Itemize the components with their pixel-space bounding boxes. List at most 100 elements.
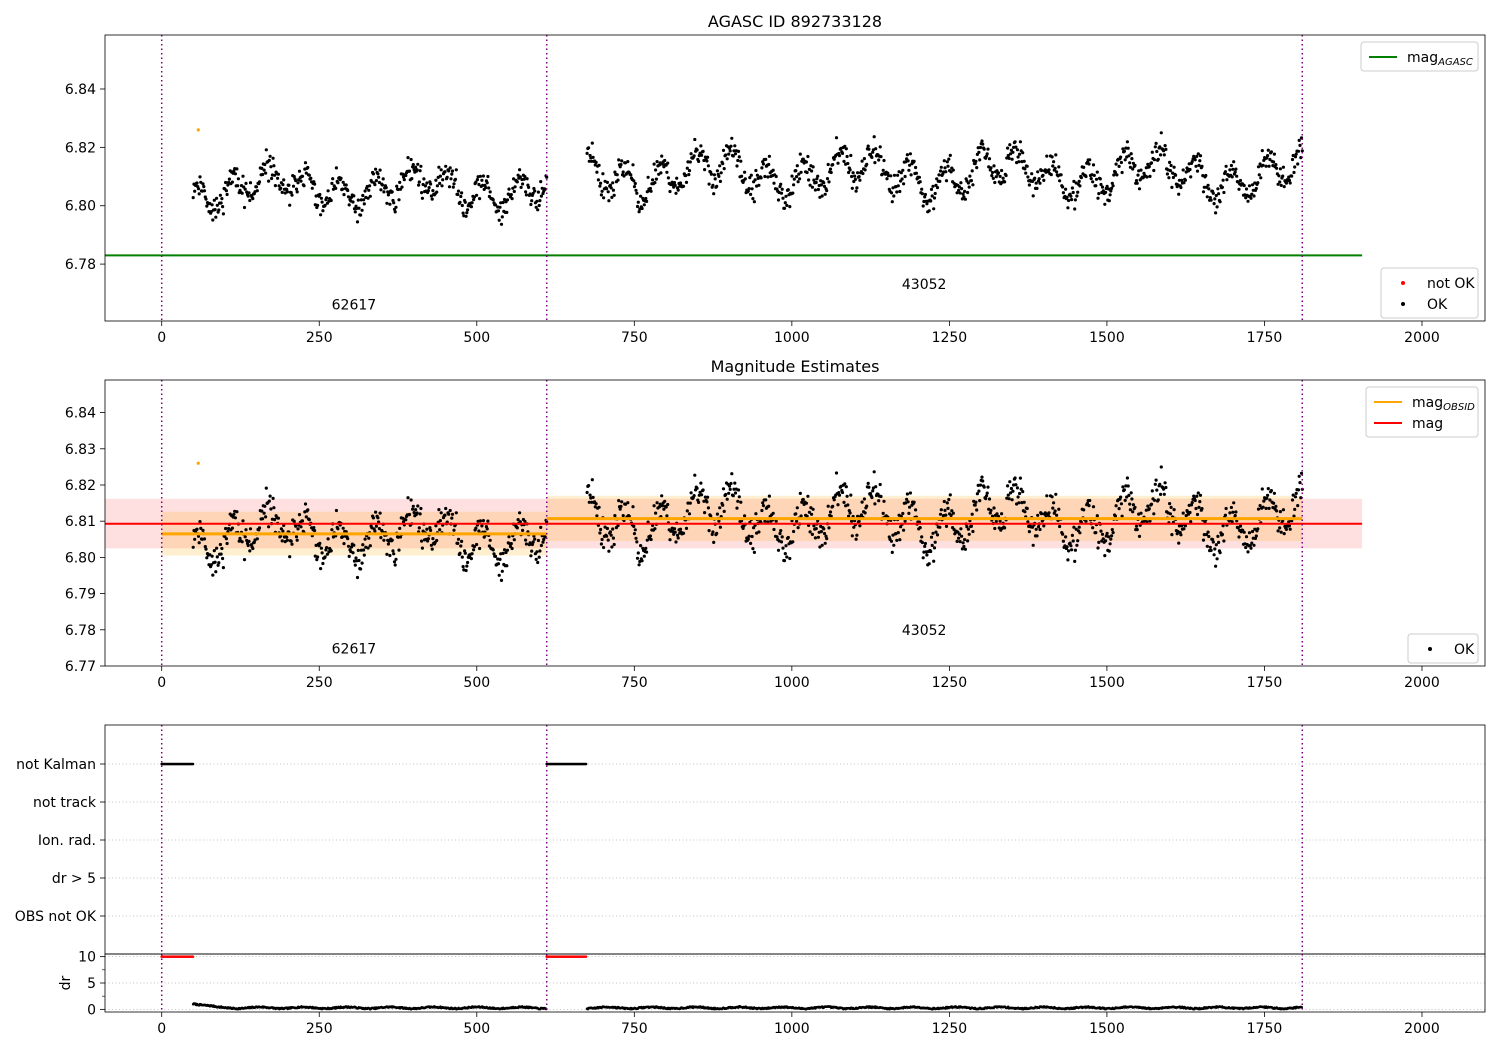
data-point — [407, 169, 412, 173]
data-point — [747, 534, 751, 538]
data-point — [472, 195, 476, 199]
data-point — [1051, 506, 1055, 510]
data-point — [856, 171, 860, 175]
data-point — [730, 136, 734, 140]
data-point — [1139, 168, 1143, 172]
data-point — [304, 171, 308, 175]
data-point — [960, 534, 964, 538]
data-point — [1099, 182, 1103, 187]
data-point — [693, 473, 697, 477]
data-point — [295, 538, 299, 542]
data-point — [689, 152, 693, 156]
data-point — [326, 537, 330, 541]
data-point — [751, 197, 755, 201]
data-point — [1256, 165, 1261, 169]
data-point — [1075, 543, 1079, 547]
data-point — [914, 508, 918, 512]
y-tick-label: 6.81 — [65, 514, 96, 530]
data-point — [221, 566, 225, 570]
data-point — [920, 187, 924, 191]
data-point — [849, 153, 853, 158]
data-point — [816, 174, 820, 178]
data-point — [1119, 502, 1123, 506]
data-point — [1256, 507, 1261, 511]
data-point — [1269, 150, 1273, 154]
data-point — [987, 157, 992, 161]
data-point — [1261, 505, 1265, 509]
data-point — [684, 526, 689, 531]
data-point — [1252, 543, 1256, 547]
data-point — [718, 506, 722, 510]
data-point — [1115, 173, 1119, 177]
data-point — [961, 541, 965, 545]
data-point — [938, 525, 942, 529]
data-point — [423, 184, 427, 188]
data-point — [820, 194, 824, 198]
data-point — [519, 185, 523, 189]
data-point — [407, 512, 412, 517]
data-point — [1222, 539, 1226, 543]
data-point — [1224, 506, 1228, 511]
data-point — [846, 161, 850, 166]
data-point — [1021, 151, 1025, 155]
data-point — [1009, 152, 1013, 156]
data-point — [1256, 181, 1260, 185]
data-point — [1096, 196, 1100, 200]
data-point — [541, 540, 545, 544]
data-point — [377, 175, 381, 179]
legend-label: OK — [1427, 297, 1448, 313]
data-point — [663, 499, 667, 503]
data-point — [465, 211, 469, 215]
data-point — [795, 519, 799, 523]
data-point — [706, 164, 711, 168]
data-point — [1001, 176, 1005, 180]
data-point — [985, 491, 989, 495]
y-tick-label: 6.84 — [65, 406, 96, 422]
data-point — [1177, 192, 1181, 196]
data-point — [848, 511, 852, 515]
data-point — [984, 497, 988, 501]
data-point — [267, 179, 271, 183]
data-point — [1076, 190, 1080, 194]
data-point — [842, 159, 846, 163]
data-point — [739, 500, 743, 504]
data-point — [666, 176, 671, 180]
data-point — [397, 548, 401, 552]
data-point — [970, 512, 974, 516]
data-point — [1278, 167, 1282, 171]
data-point — [909, 173, 913, 177]
data-point — [761, 501, 765, 505]
data-point — [502, 548, 507, 552]
data-point — [1152, 498, 1157, 502]
data-point — [707, 529, 711, 533]
data-point — [1057, 165, 1061, 169]
data-point — [1045, 494, 1049, 498]
data-point — [1264, 506, 1268, 510]
data-point — [722, 167, 726, 171]
data-point — [668, 538, 672, 542]
data-point — [1296, 488, 1301, 492]
data-point — [1229, 505, 1233, 510]
data-point — [539, 543, 544, 548]
data-point — [1180, 524, 1184, 528]
data-point — [469, 557, 473, 561]
data-point — [1168, 160, 1172, 164]
data-point — [877, 499, 881, 503]
data-point — [217, 208, 221, 212]
data-point — [621, 514, 625, 518]
data-point — [523, 519, 527, 523]
data-point — [1211, 540, 1215, 544]
data-point — [626, 160, 630, 164]
data-point — [1036, 513, 1040, 517]
data-point — [1025, 164, 1029, 168]
data-point — [213, 208, 217, 212]
data-point — [818, 545, 822, 549]
data-point — [523, 175, 527, 179]
data-point — [608, 183, 613, 187]
data-point — [426, 189, 430, 193]
data-point — [353, 210, 357, 214]
data-point — [730, 472, 734, 476]
flag-category-label: dr > 5 — [52, 871, 96, 887]
data-point — [845, 494, 849, 498]
data-point — [447, 512, 451, 516]
